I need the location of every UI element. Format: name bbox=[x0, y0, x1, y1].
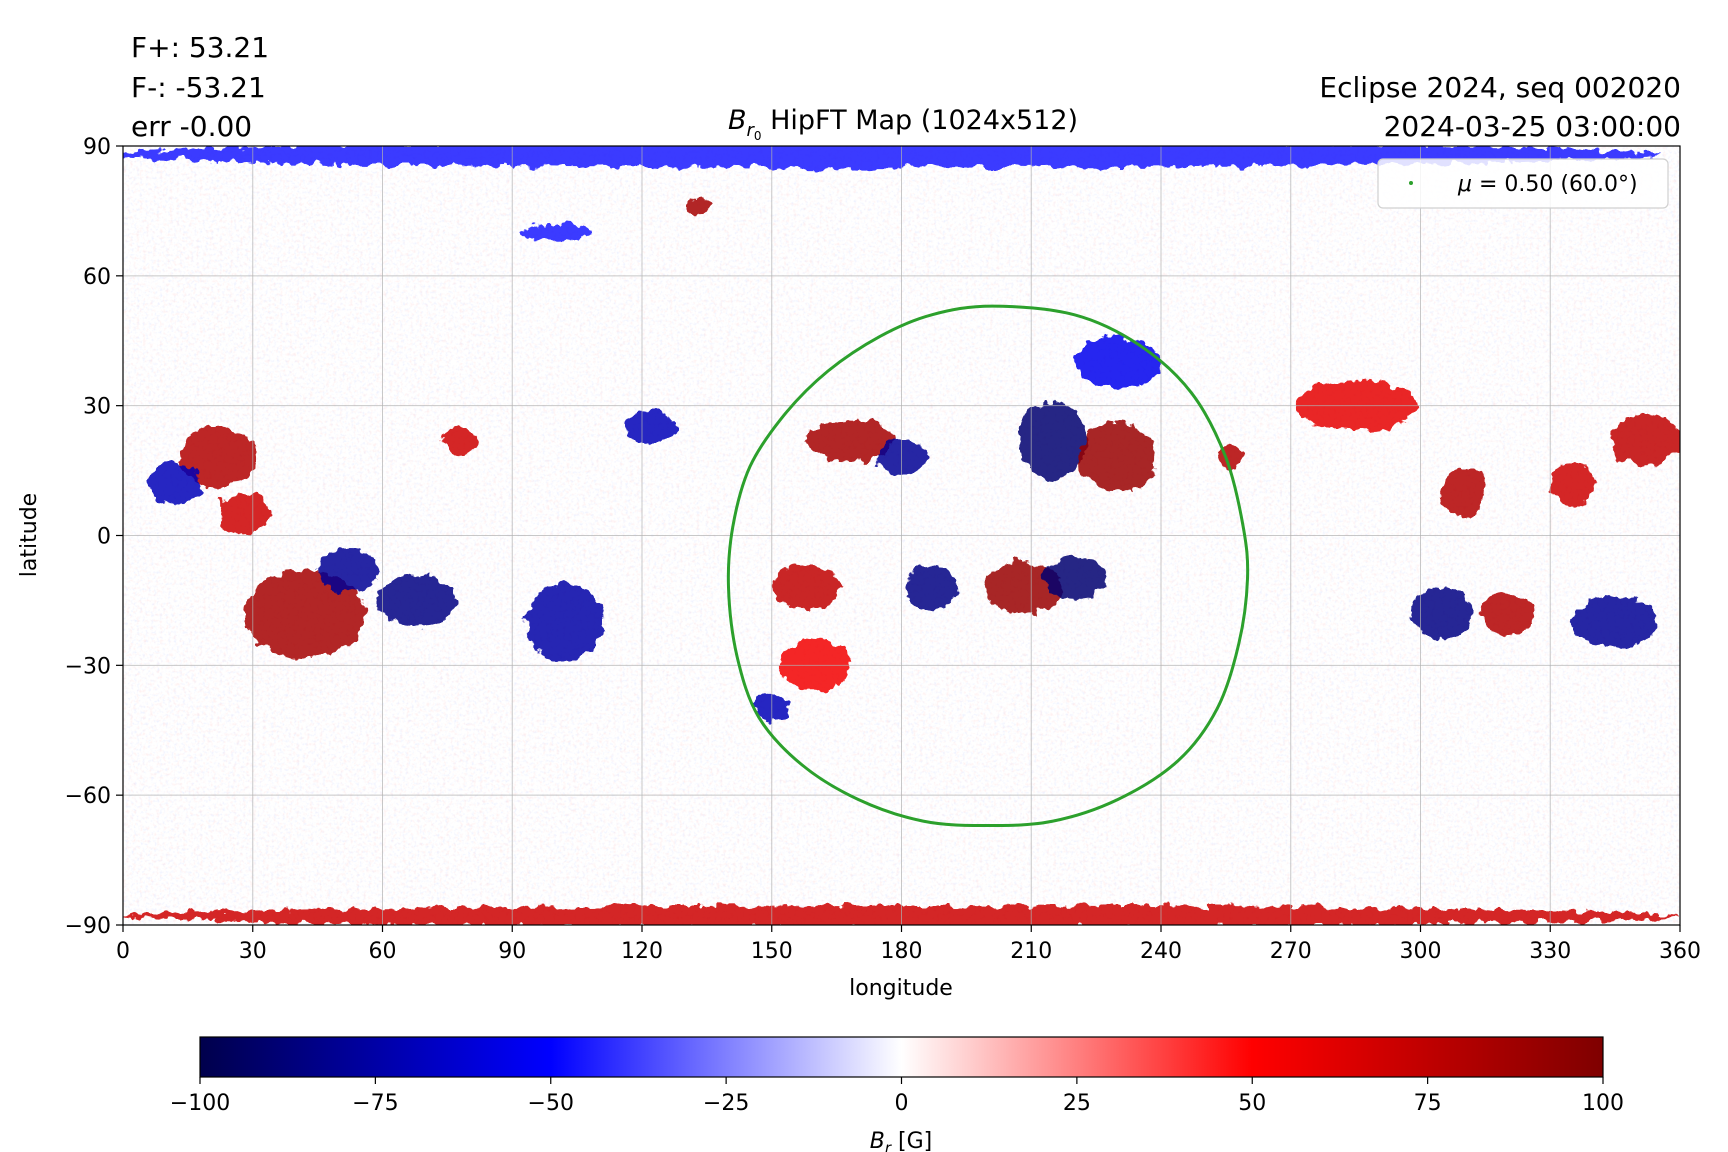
flux-error: err -0.00 bbox=[131, 110, 252, 143]
field-region-negative bbox=[1044, 557, 1105, 601]
flux-negative: F-: -53.21 bbox=[131, 71, 266, 104]
field-region-negative bbox=[317, 548, 379, 592]
colorbar-tick-label: 50 bbox=[1238, 1091, 1266, 1116]
y-tick-label: −30 bbox=[65, 654, 111, 679]
legend-marker bbox=[1409, 181, 1413, 185]
field-region-negative bbox=[525, 583, 604, 662]
field-region-negative bbox=[148, 461, 201, 506]
x-tick-label: 90 bbox=[498, 939, 526, 964]
flux-positive: F+: 53.21 bbox=[131, 31, 269, 64]
field-region-positive bbox=[244, 570, 366, 657]
colorbar-tick-label: 75 bbox=[1414, 1091, 1442, 1116]
field-region-negative bbox=[123, 146, 1659, 168]
x-tick-label: 180 bbox=[881, 939, 923, 964]
magnetogram-layer bbox=[123, 146, 1680, 925]
field-region-negative bbox=[624, 409, 677, 445]
colorbar-tick-label: 100 bbox=[1582, 1091, 1624, 1116]
title-symbol: B bbox=[728, 105, 747, 136]
field-region-positive bbox=[443, 427, 478, 454]
field-region-positive bbox=[179, 427, 258, 488]
field-region-positive bbox=[218, 492, 271, 536]
chart-title: Br0 HipFT Map (1024x512) bbox=[728, 105, 1078, 143]
colorbar-tick-label: 25 bbox=[1063, 1091, 1091, 1116]
field-region-negative bbox=[905, 565, 958, 610]
field-region-positive bbox=[1481, 591, 1533, 636]
colorbar-label-symbol: B bbox=[870, 1129, 885, 1152]
field-region-positive bbox=[983, 561, 1062, 614]
x-tick-label: 120 bbox=[621, 939, 663, 964]
colorbar-tick-label: 0 bbox=[895, 1091, 909, 1116]
field-region-positive bbox=[1550, 461, 1594, 506]
field-region-positive bbox=[771, 565, 841, 610]
legend: μ = 0.50 (60.0°) bbox=[1377, 158, 1669, 209]
field-region-negative bbox=[1571, 596, 1659, 649]
y-tick-label: 90 bbox=[83, 135, 111, 160]
field-region-positive bbox=[685, 197, 712, 216]
y-axis-label: latitude bbox=[17, 493, 42, 577]
legend-text: = 0.50 (60.0°) bbox=[1472, 172, 1638, 197]
x-tick-label: 300 bbox=[1400, 939, 1442, 964]
field-region-negative bbox=[1074, 336, 1161, 389]
x-axis-label: longitude bbox=[849, 976, 953, 1001]
colorbar-label-units: [G] bbox=[891, 1129, 932, 1152]
x-axis-ticks: 0 30 60 90 120 150 180 210 240 270 300 330 360 bbox=[116, 925, 1701, 964]
x-tick-label: 360 bbox=[1659, 939, 1701, 964]
timestamp: 2024-03-25 03:00:00 bbox=[1384, 110, 1681, 143]
mu-contour-line bbox=[726, 304, 1250, 827]
x-tick-label: 30 bbox=[239, 939, 267, 964]
x-tick-label: 270 bbox=[1270, 939, 1312, 964]
field-region-negative bbox=[520, 223, 591, 242]
field-region-positive bbox=[1442, 466, 1486, 519]
y-tick-label: −90 bbox=[65, 914, 111, 939]
colorbar-tick-label: −75 bbox=[352, 1091, 398, 1116]
colorbar bbox=[199, 1036, 1604, 1078]
x-tick-label: 150 bbox=[751, 939, 793, 964]
y-tick-label: 60 bbox=[83, 265, 111, 290]
x-tick-label: 0 bbox=[116, 939, 130, 964]
x-tick-label: 60 bbox=[369, 939, 397, 964]
colorbar-tick-label: −25 bbox=[703, 1091, 749, 1116]
y-tick-label: 0 bbox=[97, 525, 111, 550]
legend-box bbox=[1377, 158, 1669, 209]
y-tick-label: −60 bbox=[65, 784, 111, 809]
colorbar-tick-label: −50 bbox=[528, 1091, 574, 1116]
y-tick-label: 30 bbox=[83, 395, 111, 420]
field-region-positive bbox=[806, 418, 893, 462]
legend-symbol: μ bbox=[1457, 172, 1472, 197]
y-axis-ticks: 90 60 30 0 −30 −60 −90 bbox=[65, 135, 123, 939]
x-tick-label: 210 bbox=[1010, 939, 1052, 964]
colorbar-ticks: −100 −75 −50 −25 0 25 50 75 100 bbox=[170, 1077, 1624, 1116]
colorbar-tick-label: −100 bbox=[170, 1091, 230, 1116]
field-region-negative bbox=[378, 574, 457, 627]
title-subscript: r bbox=[746, 120, 755, 141]
colorbar-label: Br [G] bbox=[870, 1129, 932, 1152]
legend-label: μ = 0.50 (60.0°) bbox=[1457, 172, 1638, 197]
field-region-negative bbox=[1018, 401, 1088, 480]
x-tick-label: 240 bbox=[1140, 939, 1182, 964]
x-tick-label: 330 bbox=[1529, 939, 1571, 964]
field-region-positive bbox=[1610, 414, 1680, 467]
title-subsubscript: 0 bbox=[754, 129, 762, 143]
grid bbox=[123, 146, 1680, 925]
title-rest: HipFT Map (1024x512) bbox=[762, 105, 1079, 136]
field-region-negative bbox=[1411, 587, 1473, 640]
field-region-positive bbox=[1078, 422, 1157, 493]
sequence-info: Eclipse 2024, seq 002020 bbox=[1319, 71, 1681, 104]
colorbar-label-subscript: r bbox=[885, 1139, 892, 1152]
